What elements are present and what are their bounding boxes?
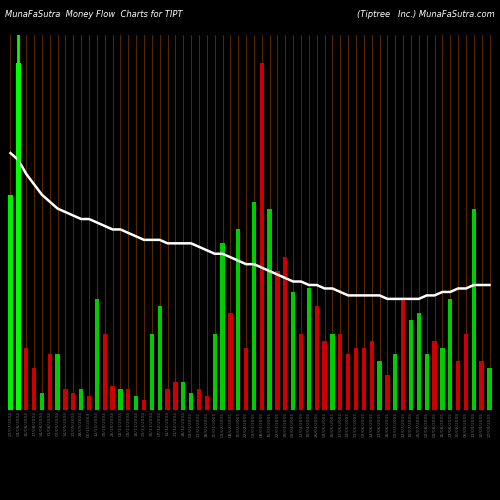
Bar — [71, 392, 76, 410]
Bar — [236, 230, 240, 410]
Bar — [338, 334, 342, 410]
Bar — [306, 288, 311, 410]
Bar — [173, 382, 178, 410]
Bar — [432, 340, 436, 410]
Bar — [150, 334, 154, 410]
Bar — [189, 392, 194, 410]
Bar — [166, 389, 170, 410]
Bar — [386, 376, 390, 410]
Bar — [110, 386, 114, 410]
Bar — [260, 63, 264, 410]
Bar — [118, 389, 122, 410]
Bar — [64, 389, 68, 410]
Bar — [268, 208, 272, 410]
Bar — [424, 354, 429, 410]
Bar — [197, 389, 201, 410]
Bar — [416, 313, 421, 410]
Bar — [354, 348, 358, 410]
Bar — [362, 348, 366, 410]
Bar — [212, 334, 217, 410]
Bar — [440, 348, 444, 410]
Bar — [472, 208, 476, 410]
Bar — [142, 400, 146, 410]
Bar — [480, 362, 484, 410]
Bar — [370, 340, 374, 410]
Bar — [276, 271, 280, 410]
Bar — [126, 389, 130, 410]
Bar — [488, 368, 492, 410]
Bar — [181, 382, 186, 410]
Bar — [8, 194, 12, 410]
Bar — [330, 334, 334, 410]
Bar — [79, 389, 84, 410]
Bar — [204, 396, 209, 410]
Bar — [252, 202, 256, 410]
Bar — [299, 334, 303, 410]
Bar — [16, 63, 20, 410]
Bar — [102, 334, 107, 410]
Bar — [244, 348, 248, 410]
Bar — [346, 354, 350, 410]
Bar — [48, 354, 52, 410]
Bar — [322, 340, 327, 410]
Bar — [378, 362, 382, 410]
Bar — [291, 292, 296, 410]
Bar — [94, 299, 99, 410]
Text: MunaFaSutra  Money Flow  Charts for TIPT: MunaFaSutra Money Flow Charts for TIPT — [5, 10, 182, 19]
Bar — [409, 320, 413, 410]
Bar — [228, 313, 232, 410]
Bar — [401, 299, 406, 410]
Bar — [448, 299, 452, 410]
Bar — [220, 244, 224, 410]
Bar — [40, 392, 44, 410]
Bar — [24, 348, 28, 410]
Bar — [464, 334, 468, 410]
Bar — [32, 368, 36, 410]
Bar — [393, 354, 398, 410]
Bar — [87, 396, 91, 410]
Bar — [56, 354, 60, 410]
Bar — [158, 306, 162, 410]
Bar — [456, 362, 460, 410]
Text: (Tiptree   Inc.) MunaFaSutra.com: (Tiptree Inc.) MunaFaSutra.com — [357, 10, 495, 19]
Bar — [134, 396, 138, 410]
Bar — [283, 257, 288, 410]
Bar — [314, 306, 319, 410]
